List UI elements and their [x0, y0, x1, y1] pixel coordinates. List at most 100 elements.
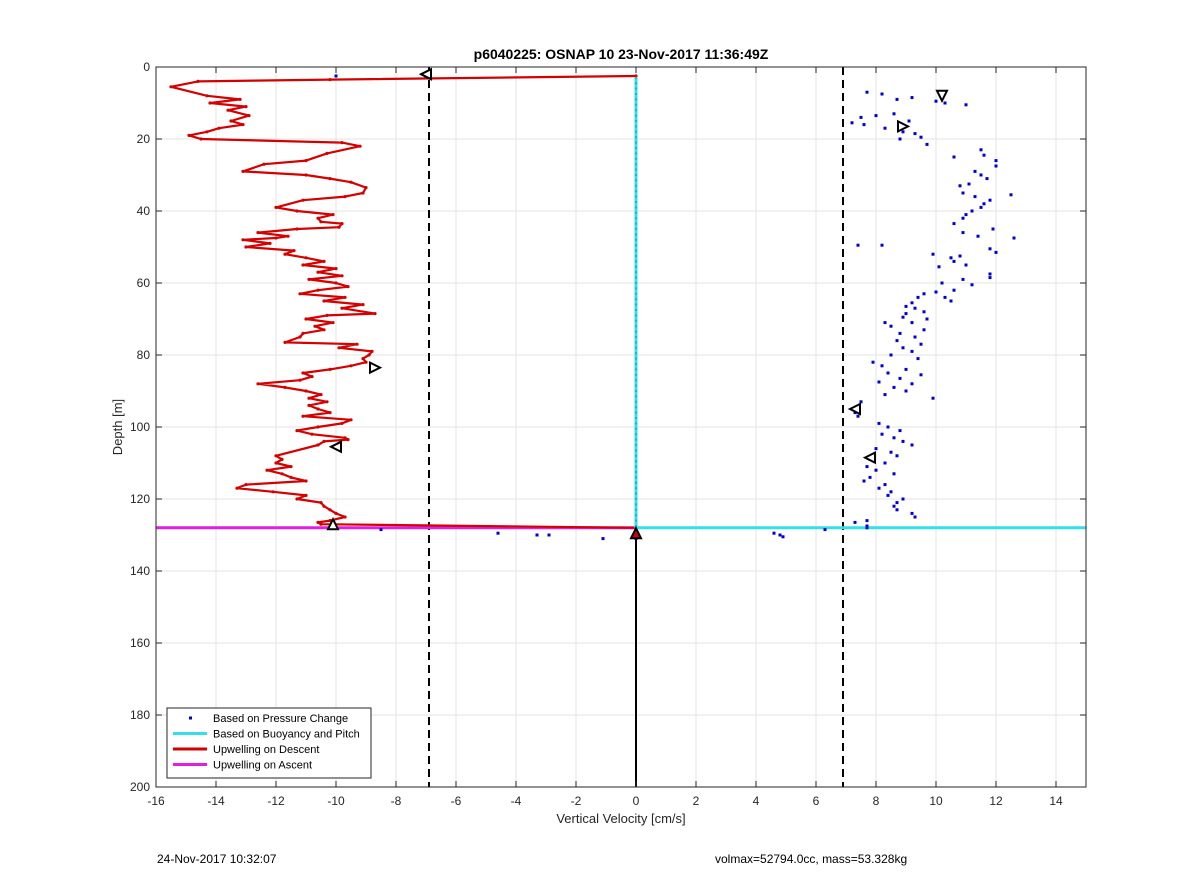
- pressure-change-point: [871, 360, 875, 364]
- event-marker: [862, 450, 876, 465]
- descent-point: [304, 493, 308, 497]
- y-axis-label: Depth [m]: [110, 399, 125, 455]
- descent-point: [316, 520, 320, 525]
- descent-point: [304, 159, 308, 163]
- descent-point: [283, 340, 287, 344]
- descent-point: [322, 504, 326, 508]
- buoyancy-point: [635, 87, 637, 90]
- descent-point: [304, 256, 308, 260]
- pressure-change-point: [898, 429, 902, 433]
- pressure-change-point: [874, 447, 878, 451]
- descent-point: [274, 461, 278, 465]
- pressure-change-point: [883, 321, 887, 325]
- buoyancy-point: [635, 465, 637, 468]
- descent-point: [325, 313, 329, 317]
- pressure-change-point: [880, 364, 884, 368]
- legend-swatch-dot: [189, 716, 192, 720]
- descent-point: [373, 312, 377, 316]
- buoyancy-point: [635, 384, 637, 387]
- pressure-change-point: [994, 159, 998, 163]
- pressure-change-point: [904, 312, 908, 316]
- buoyancy-point: [635, 103, 637, 106]
- descent-point: [355, 342, 359, 346]
- descent-point: [328, 508, 332, 512]
- buoyancy-point: [635, 341, 637, 344]
- legend-label: Based on Pressure Change: [213, 713, 348, 725]
- pressure-change-point: [889, 450, 893, 454]
- buoyancy-point: [635, 228, 637, 230]
- pressure-change-point: [865, 519, 869, 523]
- buoyancy-point: [635, 195, 637, 198]
- pressure-change-point: [865, 90, 869, 94]
- pressure-change-point: [856, 414, 860, 418]
- pressure-change-point: [949, 299, 953, 303]
- descent-point: [292, 249, 296, 253]
- descent-point: [205, 94, 209, 98]
- pressure-change-point: [982, 153, 986, 157]
- pressure-change-point: [922, 292, 926, 296]
- descent-point: [322, 328, 326, 332]
- legend: Based on Pressure Change Based on Buoyanc…: [166, 707, 372, 779]
- x-axis-label: Vertical Velocity [cm/s]: [556, 811, 685, 826]
- buoyancy-point: [635, 276, 637, 279]
- pressure-change-point: [991, 227, 995, 231]
- descent-point: [316, 443, 320, 447]
- buoyancy-point: [635, 271, 637, 274]
- pressure-change-point: [865, 524, 869, 528]
- descent-point: [343, 436, 347, 440]
- buoyancy-point: [635, 336, 637, 338]
- buoyancy-point: [635, 411, 637, 414]
- y-tick-label: 160: [130, 636, 150, 650]
- descent-point: [340, 421, 344, 425]
- descent-point: [274, 236, 278, 240]
- descent-point: [343, 295, 347, 299]
- descent-point: [349, 418, 353, 422]
- pressure-change-point: [970, 209, 974, 213]
- event-marker: [418, 67, 432, 81]
- descent-point: [301, 263, 305, 267]
- buoyancy-point: [635, 357, 637, 360]
- pressure-change-point: [973, 169, 977, 173]
- pressure-change-point: [1012, 236, 1016, 240]
- pressure-change-point: [772, 531, 776, 535]
- descent-point: [301, 198, 305, 202]
- buoyancy-point: [635, 438, 637, 441]
- buoyancy-point: [635, 233, 637, 236]
- pressure-change-point: [940, 281, 944, 285]
- pressure-change-point: [964, 103, 968, 107]
- pressure-change-point: [892, 504, 896, 508]
- pressure-change-point: [874, 114, 878, 118]
- buoyancy-point: [635, 292, 637, 295]
- pressure-change-point: [937, 265, 941, 269]
- chart-title: p6040225: OSNAP 10 23-Nov-2017 11:36:49Z: [474, 46, 769, 62]
- legend-label: Upwelling on Ascent: [213, 760, 312, 772]
- buoyancy-point: [635, 481, 637, 484]
- descent-point: [274, 454, 278, 458]
- descent-point: [241, 238, 245, 242]
- descent-point: [340, 222, 344, 226]
- descent-point: [343, 195, 347, 199]
- buoyancy-point: [635, 174, 637, 176]
- pressure-change-point: [850, 121, 854, 125]
- descent-point: [298, 378, 302, 382]
- pressure-change-point: [910, 382, 914, 386]
- buoyancy-point: [635, 422, 637, 425]
- x-tick-label: -2: [571, 794, 582, 808]
- descent-point: [295, 227, 299, 231]
- event-marker: [935, 89, 949, 104]
- buoyancy-point: [635, 406, 637, 409]
- pressure-change-point: [889, 353, 893, 357]
- descent-point: [322, 439, 326, 443]
- event-marker: [369, 360, 383, 375]
- pressure-change-point: [877, 421, 881, 425]
- pressure-change-point: [961, 231, 965, 235]
- pressure-change-point: [886, 371, 890, 375]
- buoyancy-point: [635, 373, 637, 376]
- pressure-change-point: [877, 486, 881, 490]
- pressure-change-point: [919, 373, 923, 377]
- pressure-change-point: [886, 425, 890, 429]
- pressure-change-point: [952, 259, 956, 263]
- ticks: -16 -14 -12 -10 -8 -6 -4 -2 0 2 4 6 8 10 12 14020406080…: [130, 60, 1086, 808]
- x-tick-label: 8: [873, 794, 880, 808]
- pressure-change-point: [919, 342, 923, 346]
